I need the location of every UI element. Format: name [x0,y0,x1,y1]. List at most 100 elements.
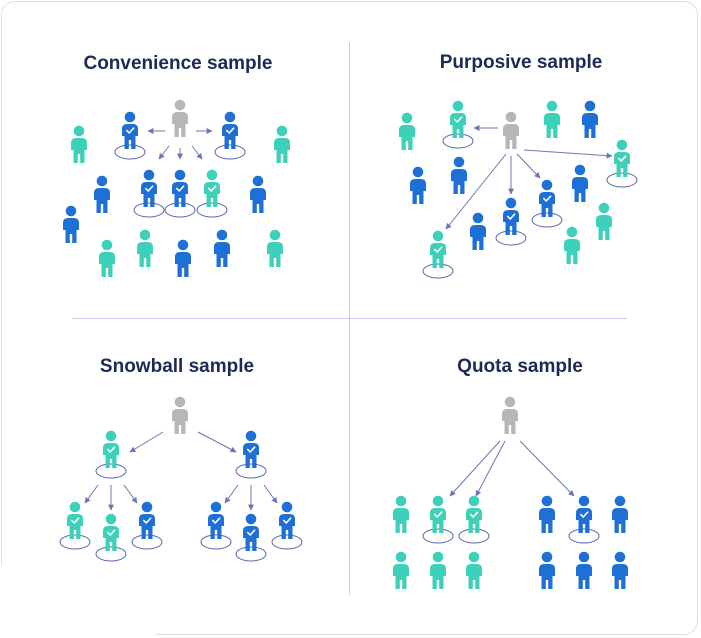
person-icon [71,125,87,163]
arrow-icon [84,484,99,504]
selection-ring [495,230,527,246]
arrow-icon [224,484,239,504]
selection-ring [95,546,127,562]
arrow-icon [523,149,613,159]
arrow-icon [475,440,506,497]
check-icon [71,517,80,524]
person-icon [204,169,220,207]
check-icon [176,185,185,192]
person-icon [393,551,409,589]
check-icon [107,529,116,536]
selection-ring [59,534,91,550]
person-icon [410,166,426,204]
arrow-icon [516,153,541,179]
person-icon [450,100,466,138]
person-icon [539,179,555,217]
person-icon [172,99,188,137]
person-icon [63,205,79,243]
person-icon [503,111,519,149]
person-icon [539,495,555,533]
person-icon [470,212,486,250]
selection-ring [422,263,454,279]
check-icon [247,529,256,536]
selection-ring [235,463,267,479]
selection-ring [271,534,303,550]
person-icon [612,551,628,589]
person-icon [274,125,290,163]
person-icon [208,501,224,539]
selection-ring [114,144,146,160]
person-icon [430,551,446,589]
title-snowball-sample: Snowball sample [99,356,255,377]
person-icon [172,396,188,434]
person-icon [250,175,266,213]
person-icon [614,139,630,177]
person-icon [564,226,580,264]
check-icon [212,517,221,524]
person-icon [544,100,560,138]
selection-ring [95,463,127,479]
check-icon [434,511,443,518]
person-icon [582,100,598,138]
person-icon [267,229,283,267]
selection-ring [568,528,600,544]
selection-ring [606,172,638,188]
person-icon [539,551,555,589]
person-icon [103,513,119,551]
person-icon [430,230,446,268]
check-icon [126,127,135,134]
check-icon [107,446,116,453]
arrow-icon [129,431,164,453]
check-icon [208,185,217,192]
selection-ring [531,212,563,228]
selection-ring [196,202,228,218]
person-icon [430,495,446,533]
person-icon [243,513,259,551]
title-quota-sample: Quota sample [457,356,583,377]
check-icon [145,185,154,192]
check-icon [618,155,627,162]
person-icon [175,239,191,277]
check-icon [543,195,552,202]
arrow-icon [263,484,278,504]
selection-ring [235,546,267,562]
person-icon [576,551,592,589]
arrow-icon [158,145,170,160]
selection-ring [422,528,454,544]
person-icon [503,197,519,235]
selection-rings [59,133,638,562]
check-icon [247,446,256,453]
person-icon [172,169,188,207]
person-icon [399,112,415,150]
person-icon [466,551,482,589]
check-icon [434,246,443,253]
person-icon [466,495,482,533]
selection-ring [133,202,165,218]
person-icon [596,202,612,240]
title-convenience-sample: Convenience sample [83,53,273,74]
arrow-icon [519,440,575,497]
person-icon [243,430,259,468]
horizontal-divider [72,318,627,319]
arrow-icon [123,484,138,504]
person-icon [122,111,138,149]
person-icon [67,501,83,539]
person-icon [139,501,155,539]
selection-ring [164,202,196,218]
person-icon [141,169,157,207]
selection-ring [458,528,490,544]
selection-ring [442,133,474,149]
arrow-icon [449,440,501,497]
check-icon [580,511,589,518]
person-icon [214,229,230,267]
title-purposive-sample: Purposive sample [439,52,603,73]
person-icon [612,495,628,533]
person-icon [137,229,153,267]
arrow-icon [197,431,237,453]
corner-patch [0,565,155,638]
check-icon [507,213,516,220]
selection-ring [214,144,246,160]
selection-ring [131,534,163,550]
arrow-icon [445,153,507,230]
